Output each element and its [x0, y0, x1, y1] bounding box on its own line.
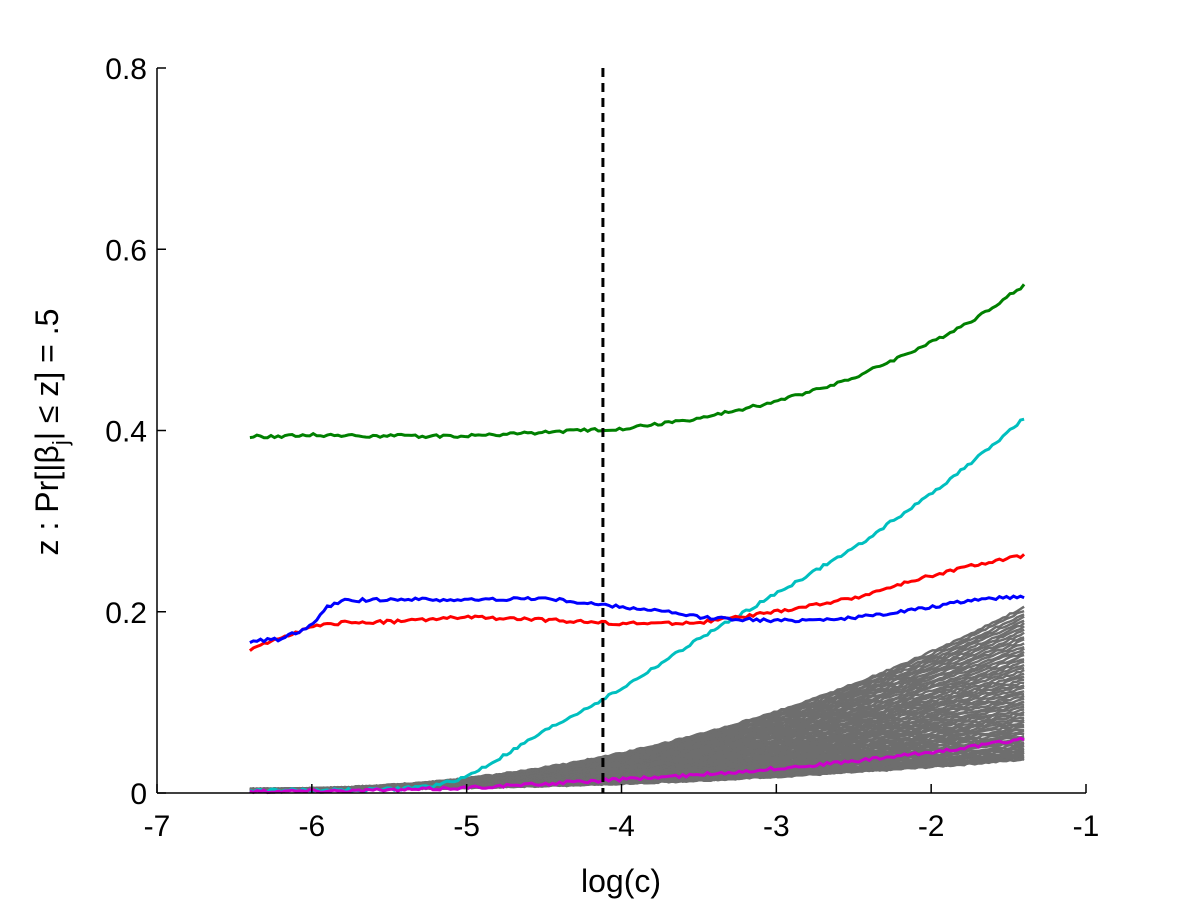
x-tick-label: -6 — [298, 810, 325, 843]
x-axis-label: log(c) — [581, 863, 661, 899]
gray-series-band — [249, 605, 1025, 792]
y-tick-label: 0.2 — [105, 597, 147, 630]
series-line-1 — [249, 283, 1026, 440]
y-tick-label: 0.4 — [105, 416, 147, 449]
x-ticks: -7 -6 -5 -4 -3 -2 -1 — [144, 784, 1100, 843]
series-line-5 — [249, 736, 1025, 795]
x-tick-label: -2 — [918, 810, 945, 843]
y-tick-label: 0 — [130, 778, 147, 811]
y-tick-label: 0.6 — [105, 234, 147, 267]
x-tick-label: -4 — [608, 810, 635, 843]
series-line-4 — [249, 594, 1025, 644]
x-tick-label: -1 — [1073, 810, 1100, 843]
x-tick-label: -3 — [763, 810, 790, 843]
y-tick-label: 0.8 — [105, 53, 147, 86]
series-lines — [248, 283, 1026, 795]
x-tick-label: -5 — [453, 810, 480, 843]
x-tick-label: -7 — [144, 810, 171, 843]
y-ticks: 0 0.2 0.4 0.6 0.8 — [105, 53, 166, 811]
y-axis-label-subscript: j — [48, 440, 73, 446]
y-axis-label: z : Pr[|βj| ≤ z] = .5 — [29, 309, 73, 556]
gray-series-line — [249, 605, 1025, 792]
y-axis-label-rest: | ≤ z] = .5 — [29, 309, 65, 441]
series-line-3 — [248, 553, 1026, 652]
y-axis-label-main: z : Pr[|β — [29, 445, 65, 555]
